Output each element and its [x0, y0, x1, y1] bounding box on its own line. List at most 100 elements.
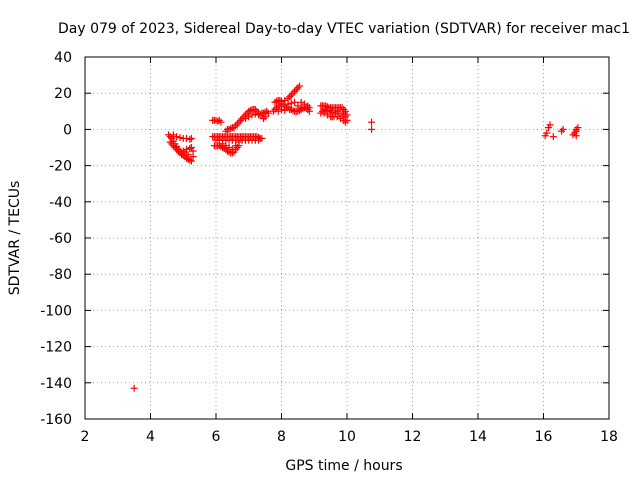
data-point-marker: [264, 109, 272, 117]
data-point-marker: [228, 145, 236, 153]
data-point-marker: [237, 116, 245, 124]
data-point-marker: [246, 106, 254, 114]
data-point-marker: [289, 89, 297, 97]
data-point-marker: [263, 107, 271, 115]
x-tick-label: 14: [469, 429, 487, 445]
data-point-marker: [168, 140, 176, 148]
data-point-marker: [258, 134, 266, 142]
data-point-marker: [227, 124, 235, 132]
y-tick-label: -80: [49, 267, 72, 283]
x-tick-label: 2: [81, 429, 90, 445]
y-tick-label: -160: [40, 412, 72, 428]
data-point-marker: [183, 145, 191, 153]
data-point-marker: [271, 105, 279, 113]
y-tick-label: -140: [40, 376, 72, 392]
data-point-marker: [215, 116, 223, 124]
y-tick-label: -20: [49, 159, 72, 175]
y-tick-label: 0: [63, 122, 72, 138]
data-point-marker: [255, 136, 263, 144]
data-point-marker: [173, 133, 181, 141]
x-tick-label: 4: [146, 429, 155, 445]
data-point-marker: [273, 104, 281, 112]
data-point-marker: [559, 125, 567, 133]
data-point-marker: [284, 100, 292, 108]
data-point-marker: [187, 157, 195, 165]
x-tick-label: 6: [212, 429, 221, 445]
data-point-marker: [253, 133, 261, 141]
data-point-marker: [169, 131, 177, 139]
x-tick-label: 10: [338, 429, 356, 445]
x-tick-label: 12: [404, 429, 422, 445]
axis-ticks: 2 4 6 8 10 12 14 16 18 -160 -140 -120 -100 -80 -60 -40 -…: [40, 50, 618, 445]
data-point-marker: [549, 133, 557, 141]
data-point-marker: [187, 134, 195, 142]
data-point-marker: [368, 118, 376, 126]
data-point-marker: [214, 117, 222, 125]
data-point-marker: [569, 131, 577, 139]
data-point-marker: [341, 113, 349, 121]
data-point-marker: [291, 98, 299, 106]
data-point-marker: [286, 93, 294, 101]
data-point-marker: [291, 87, 299, 95]
data-point-marker: [184, 151, 192, 159]
y-axis-label: SDTVAR / TECUs: [7, 181, 23, 296]
data-point-marker: [233, 144, 241, 151]
y-tick-label: -120: [40, 340, 72, 356]
data-point-marker: [305, 104, 313, 112]
data-point-marker: [287, 91, 295, 99]
data-point-marker: [232, 142, 240, 150]
data-point-marker: [287, 99, 295, 107]
data-point-marker: [248, 111, 256, 119]
data-point-marker: [171, 144, 179, 151]
data-point-marker: [297, 104, 305, 112]
data-point-marker: [235, 118, 243, 126]
data-point-marker: [543, 129, 551, 137]
data-point-marker: [318, 107, 326, 115]
data-point-marker: [333, 107, 341, 115]
data-point-marker: [271, 98, 279, 106]
data-point-marker: [278, 105, 285, 113]
data-point-marker: [181, 149, 189, 157]
data-point-marker: [325, 107, 333, 115]
data-point-marker: [178, 151, 186, 159]
data-point-marker: [336, 115, 344, 123]
data-point-marker: [281, 106, 289, 114]
data-point-marker: [130, 384, 138, 392]
x-tick-label: 18: [600, 429, 618, 445]
data-point-marker: [294, 84, 302, 92]
data-point-marker: [255, 111, 263, 119]
y-tick-label: 20: [54, 86, 72, 102]
y-tick-label: -40: [49, 195, 72, 211]
data-point-marker: [343, 111, 351, 119]
data-point-marker: [572, 125, 580, 133]
y-tick-label: 40: [54, 50, 72, 66]
data-point-marker: [166, 138, 174, 146]
data-point-marker: [241, 115, 249, 123]
data-point-marker: [320, 105, 328, 113]
data-point-marker: [230, 124, 238, 132]
data-point-marker: [572, 132, 580, 140]
data-point-marker: [287, 105, 295, 113]
data-point-marker: [186, 135, 194, 143]
data-point-marker: [225, 144, 233, 151]
data-points: [130, 82, 582, 392]
data-point-marker: [274, 107, 282, 115]
data-point-marker: [186, 156, 194, 164]
data-point-marker: [245, 113, 253, 121]
chart-title: Day 079 of 2023, Sidereal Day-to-day VTE…: [58, 21, 630, 37]
data-point-marker: [546, 121, 554, 129]
data-point-marker: [217, 118, 225, 126]
data-point-marker: [338, 104, 346, 112]
data-point-marker: [174, 147, 182, 155]
data-point-marker: [289, 106, 297, 114]
x-axis-label: GPS time / hours: [285, 458, 402, 474]
data-point-marker: [300, 100, 308, 108]
data-point-marker: [259, 115, 267, 123]
x-tick-label: 16: [535, 429, 553, 445]
y-tick-label: -100: [40, 303, 72, 319]
data-point-marker: [299, 105, 307, 113]
data-point-marker: [187, 144, 195, 151]
data-point-marker: [261, 113, 269, 121]
data-point-marker: [169, 142, 177, 150]
